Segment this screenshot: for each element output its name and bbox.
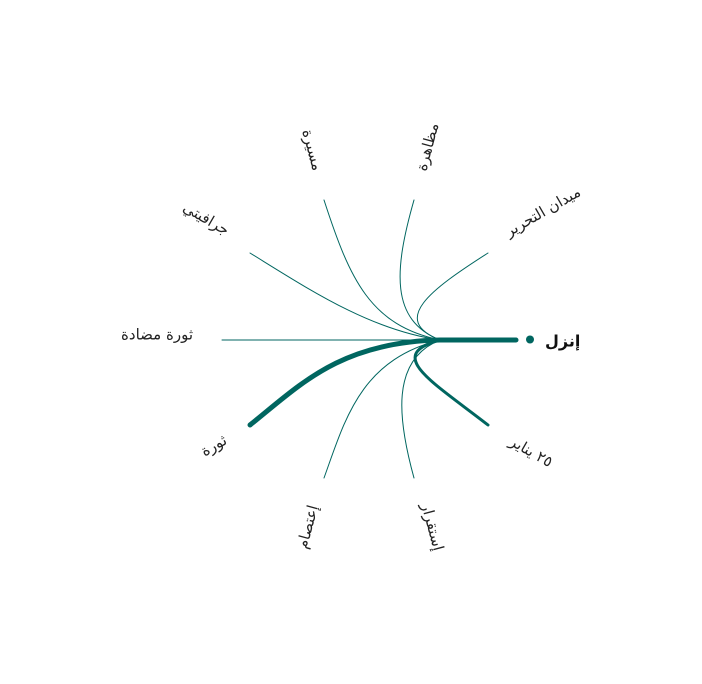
link-3-edge: [323, 199, 517, 341]
link-2-edge: [399, 199, 517, 341]
link-5-label: ثورة مضادة: [121, 326, 193, 344]
link-9-edge: [413, 338, 518, 427]
link-1-edge: [417, 252, 517, 341]
labels-layer: ميدان التحرير مظاهرة مسيرة جرافيتي ثورة مضاد…: [121, 121, 584, 553]
link-9-label: ٢٥ يناير: [506, 432, 556, 471]
center-node-dot: [526, 335, 534, 344]
link-6-edge: [247, 337, 519, 428]
link-4-edge: [249, 252, 517, 341]
link-1-label: ميدان التحرير: [501, 183, 584, 241]
link-7-label: إعتصام: [293, 503, 322, 551]
link-3-label: مسيرة: [298, 127, 326, 172]
link-6-label: ثورة: [198, 431, 230, 460]
link-2-label: مظاهرة: [412, 121, 442, 173]
links-layer: [221, 199, 519, 479]
center-node-label: إنزل: [545, 332, 580, 351]
link-4-label: جرافيتي: [179, 198, 232, 240]
link-8-edge: [401, 339, 517, 479]
link-8-label: إستقرار: [417, 500, 447, 553]
link-7-edge: [323, 339, 517, 479]
